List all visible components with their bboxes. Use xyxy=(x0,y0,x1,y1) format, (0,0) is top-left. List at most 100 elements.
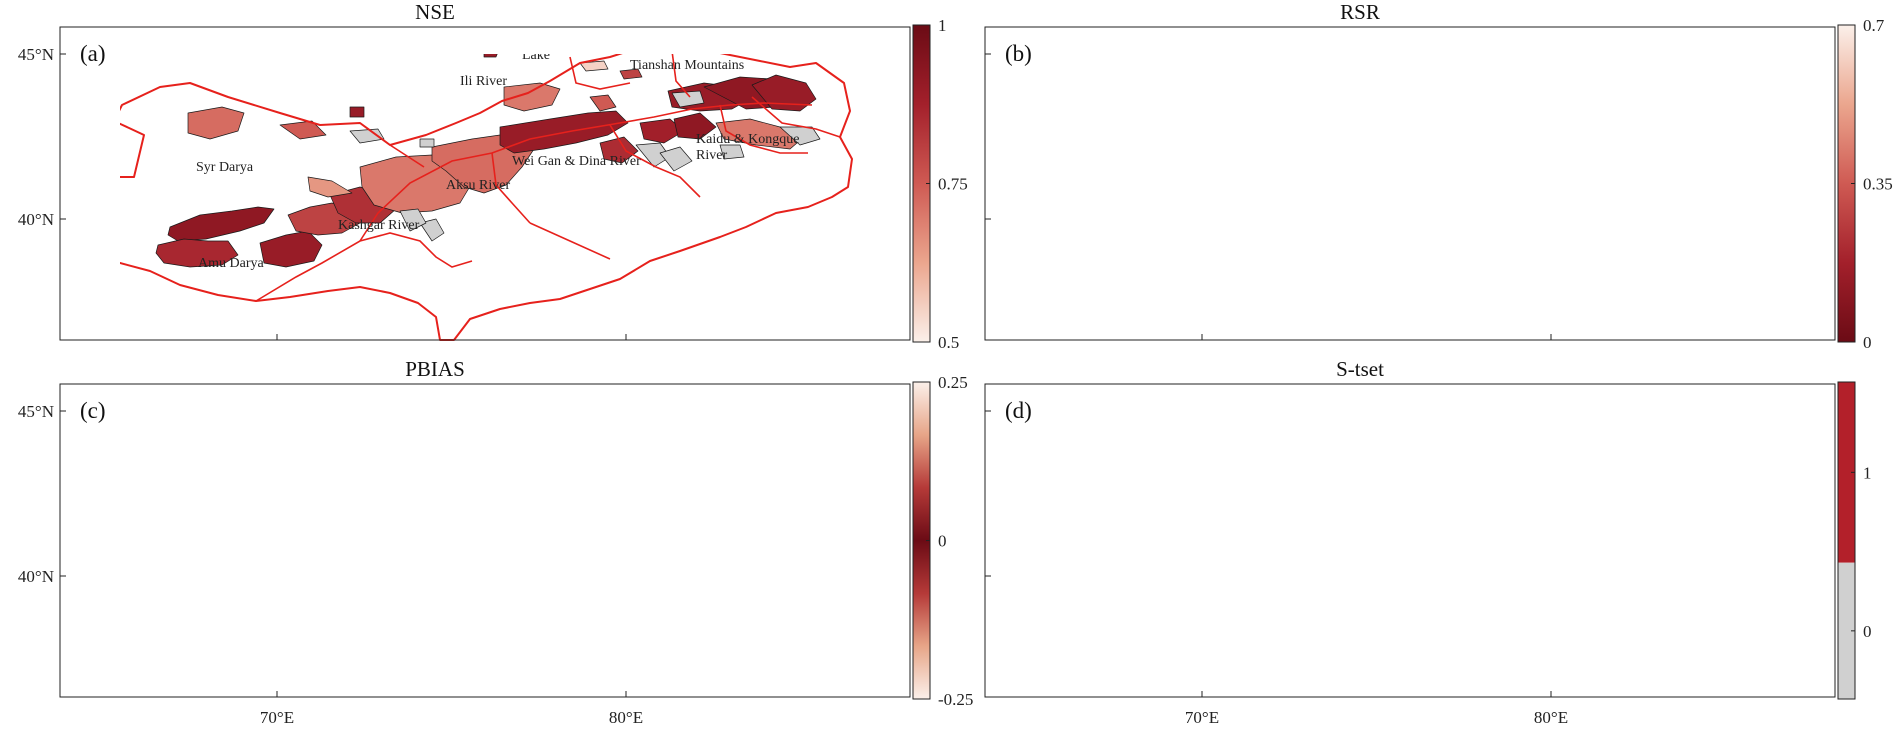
catchment-polygon xyxy=(599,136,639,164)
catchment-polygon xyxy=(619,68,643,80)
catchment-polygon xyxy=(1705,484,1745,502)
catchment-polygon xyxy=(1325,566,1351,588)
catchment-polygon xyxy=(1345,576,1369,598)
catchment-polygon xyxy=(1213,203,1285,235)
region-label-syr: Syr Darya xyxy=(196,517,254,532)
catchment-polygon xyxy=(1641,119,1729,149)
catchment-polygon xyxy=(1255,544,1321,580)
basin-divide-line xyxy=(1181,233,1397,301)
basin-divide-line xyxy=(1285,103,1737,241)
map-content: Ebinur Lake Rivers in the northern Tianshan… xyxy=(120,54,853,341)
catchment-polygon xyxy=(1629,77,1715,109)
region-label-amu: Amu Darya xyxy=(1123,256,1189,271)
basin-divide-line xyxy=(1315,145,1349,167)
catchment-polygon xyxy=(1113,107,1169,139)
map-frame xyxy=(59,26,911,341)
catchment-polygon xyxy=(1597,91,1629,107)
basin-divide-line xyxy=(672,408,690,454)
basin-divide-line xyxy=(1181,590,1397,658)
region-label-kaidu: Kaidu & Kongque River xyxy=(1621,489,1724,520)
region-label-amu: Amu Darya xyxy=(198,256,264,271)
catchment-polygon xyxy=(1505,418,1533,428)
basin-divide-line xyxy=(752,454,840,494)
lat-label: 45°N xyxy=(18,45,54,64)
catchment-polygon xyxy=(1093,564,1199,598)
map-frame xyxy=(984,26,1836,341)
region-label-aksu: Aksu River xyxy=(1371,178,1436,193)
catchment-polygon xyxy=(528,392,566,408)
basin-divide-line xyxy=(1495,414,1555,446)
catchment-polygon xyxy=(1705,127,1745,145)
basin-divide-line xyxy=(1417,153,1455,223)
basin-divide-line xyxy=(389,144,425,168)
map-content: Ebinur Lake Rivers in the northern Tianshan… xyxy=(60,389,852,697)
catchment-polygon xyxy=(674,470,716,496)
region-label-kaidu: Kaidu & Kongque River xyxy=(1621,132,1724,163)
panel-title: PBIAS xyxy=(405,357,465,381)
catchment-polygon xyxy=(1255,187,1321,223)
catchment-polygon xyxy=(1515,452,1541,468)
map-content: Ebinur Lake Rivers in the northern Tianshan… xyxy=(985,32,1777,340)
catchment-polygon xyxy=(419,138,435,148)
catchment-polygon xyxy=(1185,231,1247,267)
basin-divide-line xyxy=(671,54,691,98)
catchment-polygon xyxy=(1093,207,1199,241)
catchment-polygon xyxy=(1499,33,1523,49)
colorbar: 0.25 0 -0.25 xyxy=(912,373,973,709)
colorbar-gradient xyxy=(1838,25,1855,342)
catchment-polygon xyxy=(349,106,365,118)
basin-divide-line xyxy=(390,502,424,524)
region-label-wei_gan: Wei Gan & Dina River xyxy=(512,511,641,526)
catchment-polygon xyxy=(1275,107,1289,117)
map-frame xyxy=(984,383,1836,698)
colorbar-tick-label: 0.7 xyxy=(1863,16,1885,35)
basin-divide-line xyxy=(1285,460,1737,598)
basin-divide-line xyxy=(1645,462,1733,510)
catchment-polygon xyxy=(1641,476,1729,506)
catchment-polygon xyxy=(1525,494,1563,520)
region-label-ebinur: Ebinur Lake xyxy=(1447,389,1485,420)
catchment-polygon xyxy=(1205,121,1251,139)
catchment-polygon xyxy=(168,564,274,598)
basin-divide-line xyxy=(256,590,472,658)
basin-divide-line xyxy=(570,414,630,446)
catchment-polygon xyxy=(1233,534,1277,554)
colorbar-gradient xyxy=(913,25,930,342)
catchment-polygon xyxy=(155,238,239,268)
catchment-polygon xyxy=(1325,209,1351,231)
colorbar-class-1 xyxy=(1838,382,1855,563)
catchment-polygon xyxy=(1593,440,1675,468)
colorbar-tick-label: 1 xyxy=(1863,463,1872,482)
colorbar-frame xyxy=(1837,381,1856,700)
catchment-polygon xyxy=(1409,47,1425,57)
catchment-polygon xyxy=(280,478,326,496)
region-label-syr: Syr Darya xyxy=(196,160,254,175)
catchment-polygon xyxy=(640,476,684,500)
catchment-polygon xyxy=(1409,404,1425,414)
map-frame xyxy=(59,383,911,698)
catchment-polygon xyxy=(1275,486,1309,500)
catchment-polygon xyxy=(484,404,500,414)
catchment-polygon xyxy=(260,588,322,624)
region-label-ili: Ili River xyxy=(1385,74,1432,89)
basin-divide-line xyxy=(255,232,473,302)
basin-boundary xyxy=(985,400,1777,697)
basin-boundary xyxy=(120,54,853,341)
region-label-syr: Syr Darya xyxy=(1121,160,1179,175)
colorbar-frame xyxy=(912,381,931,700)
catchment-polygon xyxy=(1565,119,1609,143)
catchment-polygon xyxy=(1275,129,1309,143)
catchment-polygon xyxy=(580,418,608,428)
region-label-amu: Amu Darya xyxy=(1123,613,1189,628)
lon-label: 80°E xyxy=(609,708,643,727)
panel-title: NSE xyxy=(415,0,455,24)
catchment-polygon xyxy=(1429,440,1485,468)
colorbar-tick-label: 1 xyxy=(938,16,947,35)
catchment-polygon xyxy=(420,576,444,598)
basin-divide-line xyxy=(1315,502,1349,524)
catchment-polygon xyxy=(500,468,628,510)
catchment-polygon xyxy=(636,500,670,524)
colorbar-tick-label: 0 xyxy=(938,532,947,551)
catchment-polygon xyxy=(1113,464,1169,496)
colorbar-tick-label: 0 xyxy=(1863,333,1872,352)
